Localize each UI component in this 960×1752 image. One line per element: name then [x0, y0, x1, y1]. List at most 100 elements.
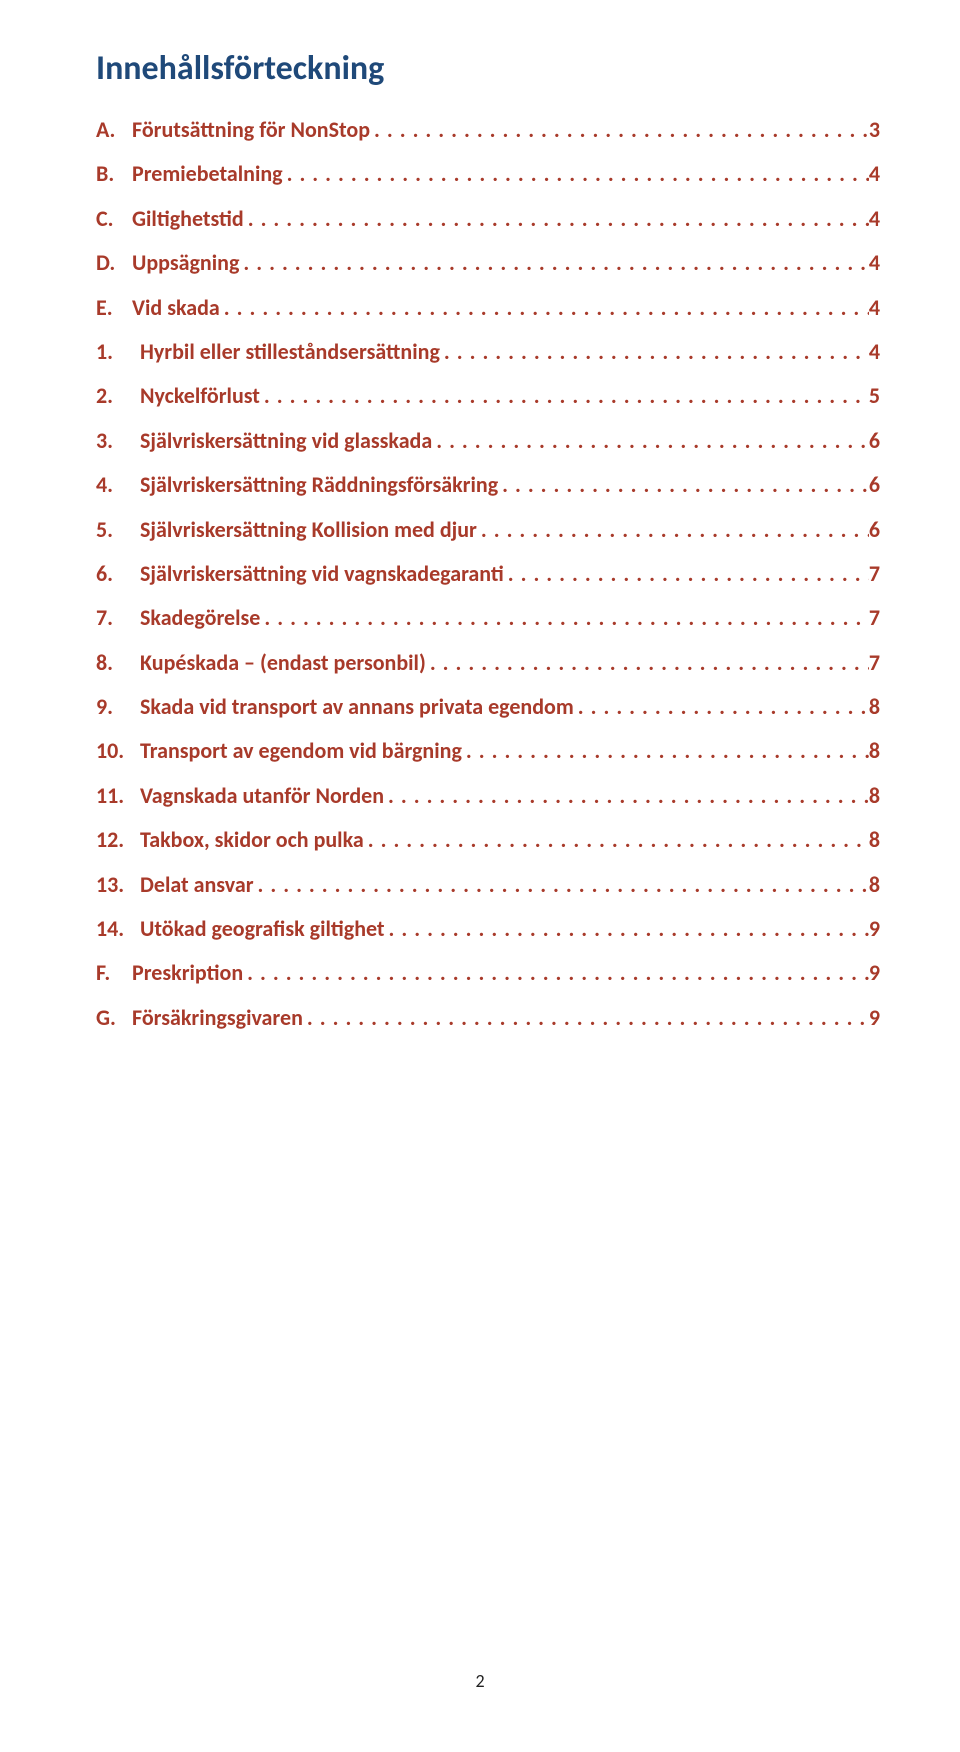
toc-entry[interactable]: 5.Självriskersättning Kollision med djur… — [96, 517, 880, 543]
toc-entry-marker: 12. — [96, 827, 140, 853]
toc-entry-label: Självriskersättning vid glasskada — [140, 428, 432, 454]
toc-entry-marker: A. — [96, 117, 132, 143]
toc-entry-label: Försäkringsgivaren — [132, 1005, 303, 1031]
toc-dot-leader: . . . . . . . . . . . . . . . . . . . . … — [426, 650, 869, 676]
toc-entry-marker: 8. — [96, 650, 140, 676]
toc-entry-page: 5 — [869, 383, 880, 409]
toc-entry-page: 9 — [869, 916, 880, 942]
toc-entry-label: Giltighetstid — [132, 206, 244, 232]
toc-entry-page: 4 — [869, 339, 880, 365]
toc-entry[interactable]: 8.Kupéskada – (endast personbil). . . . … — [96, 650, 880, 676]
toc-entry-page: 9 — [869, 1005, 880, 1031]
toc-entry-marker: 7. — [96, 605, 140, 631]
toc-entry-marker: B. — [96, 161, 132, 187]
toc-entry-page: 4 — [869, 161, 880, 187]
toc-dot-leader: . . . . . . . . . . . . . . . . . . . . … — [260, 383, 869, 409]
toc-entry[interactable]: 10.Transport av egendom vid bärgning. . … — [96, 738, 880, 764]
toc-entry-page: 8 — [869, 872, 880, 898]
toc-entry-label: Utökad geografisk giltighet — [140, 916, 385, 942]
toc-dot-leader: . . . . . . . . . . . . . . . . . . . . … — [432, 428, 869, 454]
toc-dot-leader: . . . . . . . . . . . . . . . . . . . . … — [384, 783, 869, 809]
toc-entry-label: Takbox, skidor och pulka — [140, 827, 364, 853]
toc-entry[interactable]: 3.Självriskersättning vid glasskada. . .… — [96, 428, 880, 454]
toc-entry-label: Preskription — [132, 960, 243, 986]
toc-dot-leader: . . . . . . . . . . . . . . . . . . . . … — [220, 295, 869, 321]
toc-entry-page: 6 — [869, 428, 880, 454]
toc-dot-leader: . . . . . . . . . . . . . . . . . . . . … — [385, 916, 869, 942]
toc-dot-leader: . . . . . . . . . . . . . . . . . . . . … — [243, 960, 869, 986]
toc-title: Innehållsförteckning — [96, 48, 880, 89]
toc-entry-marker: 3. — [96, 428, 140, 454]
toc-dot-leader: . . . . . . . . . . . . . . . . . . . . … — [260, 605, 868, 631]
toc-entry-marker: 6. — [96, 561, 140, 587]
toc-entry-marker: 11. — [96, 783, 140, 809]
toc-entry[interactable]: 14.Utökad geografisk giltighet. . . . . … — [96, 916, 880, 942]
toc-entry-marker: 10. — [96, 738, 140, 764]
toc-entry-marker: D. — [96, 250, 132, 276]
toc-entry-page: 6 — [869, 472, 880, 498]
toc-entry-label: Självriskersättning vid vagnskadegaranti — [140, 561, 504, 587]
toc-entry[interactable]: 2.Nyckelförlust. . . . . . . . . . . . .… — [96, 383, 880, 409]
toc-entry-marker: 5. — [96, 517, 140, 543]
toc-entry-marker: E. — [96, 295, 132, 321]
toc-entry-label: Vagnskada utanför Norden — [140, 783, 384, 809]
toc-entry-page: 8 — [869, 783, 880, 809]
toc-entry-page: 4 — [869, 250, 880, 276]
toc-entry[interactable]: 12.Takbox, skidor och pulka. . . . . . .… — [96, 827, 880, 853]
toc-entry-marker: 1. — [96, 339, 140, 365]
toc-entry[interactable]: G.Försäkringsgivaren. . . . . . . . . . … — [96, 1005, 880, 1031]
toc-entry-label: Nyckelförlust — [140, 383, 260, 409]
toc-entry[interactable]: D.Uppsägning. . . . . . . . . . . . . . … — [96, 250, 880, 276]
toc-entry-page: 4 — [869, 295, 880, 321]
toc-entry-label: Hyrbil eller stilleståndsersättning — [140, 339, 440, 365]
toc-entry-label: Självriskersättning Kollision med djur — [140, 517, 477, 543]
toc-entry[interactable]: 6.Självriskersättning vid vagnskadegaran… — [96, 561, 880, 587]
toc-entry[interactable]: B.Premiebetalning. . . . . . . . . . . .… — [96, 161, 880, 187]
toc-entry-marker: 13. — [96, 872, 140, 898]
toc-dot-leader: . . . . . . . . . . . . . . . . . . . . … — [498, 472, 869, 498]
toc-entry-page: 7 — [869, 650, 880, 676]
toc-dot-leader: . . . . . . . . . . . . . . . . . . . . … — [239, 250, 868, 276]
toc-entry-label: Vid skada — [132, 295, 220, 321]
page-container: Innehållsförteckning A.Förutsättning för… — [0, 0, 960, 1031]
toc-entry-label: Förutsättning för NonStop — [132, 117, 370, 143]
toc-entry-page: 6 — [869, 517, 880, 543]
toc-entry-marker: 9. — [96, 694, 140, 720]
toc-entry[interactable]: F.Preskription. . . . . . . . . . . . . … — [96, 960, 880, 986]
toc-entry[interactable]: 7.Skadegörelse. . . . . . . . . . . . . … — [96, 605, 880, 631]
toc-entry-label: Transport av egendom vid bärgning — [140, 738, 462, 764]
toc-entry-label: Premiebetalning — [132, 161, 283, 187]
toc-entry-label: Kupéskada – (endast personbil) — [140, 650, 426, 676]
toc-dot-leader: . . . . . . . . . . . . . . . . . . . . … — [364, 827, 869, 853]
toc-dot-leader: . . . . . . . . . . . . . . . . . . . . … — [370, 117, 869, 143]
toc-dot-leader: . . . . . . . . . . . . . . . . . . . . … — [283, 161, 869, 187]
toc-entry[interactable]: E.Vid skada. . . . . . . . . . . . . . .… — [96, 295, 880, 321]
toc-entry[interactable]: 4.Självriskersättning Räddningsförsäkrin… — [96, 472, 880, 498]
toc-entry[interactable]: 13.Delat ansvar. . . . . . . . . . . . .… — [96, 872, 880, 898]
toc-entry-marker: 14. — [96, 916, 140, 942]
toc-entry-page: 7 — [869, 605, 880, 631]
toc-dot-leader: . . . . . . . . . . . . . . . . . . . . … — [303, 1005, 869, 1031]
toc-entry-page: 8 — [869, 827, 880, 853]
toc-entry-page: 3 — [869, 117, 880, 143]
toc-entry-page: 4 — [869, 206, 880, 232]
toc-entry[interactable]: A.Förutsättning för NonStop. . . . . . .… — [96, 117, 880, 143]
toc-entry-marker: C. — [96, 206, 132, 232]
toc-dot-leader: . . . . . . . . . . . . . . . . . . . . … — [574, 694, 869, 720]
toc-entry[interactable]: 1.Hyrbil eller stilleståndsersättning. .… — [96, 339, 880, 365]
toc-entry-label: Självriskersättning Räddningsförsäkring — [140, 472, 498, 498]
toc-list: A.Förutsättning för NonStop. . . . . . .… — [96, 117, 880, 1031]
toc-dot-leader: . . . . . . . . . . . . . . . . . . . . … — [504, 561, 869, 587]
toc-dot-leader: . . . . . . . . . . . . . . . . . . . . … — [440, 339, 869, 365]
toc-entry-page: 8 — [869, 694, 880, 720]
page-number: 2 — [0, 1670, 960, 1692]
toc-dot-leader: . . . . . . . . . . . . . . . . . . . . … — [254, 872, 869, 898]
toc-dot-leader: . . . . . . . . . . . . . . . . . . . . … — [477, 517, 869, 543]
toc-entry[interactable]: 11.Vagnskada utanför Norden. . . . . . .… — [96, 783, 880, 809]
toc-entry-label: Skada vid transport av annans privata eg… — [140, 694, 574, 720]
toc-entry[interactable]: C.Giltighetstid. . . . . . . . . . . . .… — [96, 206, 880, 232]
toc-entry[interactable]: 9.Skada vid transport av annans privata … — [96, 694, 880, 720]
toc-dot-leader: . . . . . . . . . . . . . . . . . . . . … — [462, 738, 869, 764]
toc-entry-page: 7 — [869, 561, 880, 587]
toc-entry-page: 8 — [869, 738, 880, 764]
